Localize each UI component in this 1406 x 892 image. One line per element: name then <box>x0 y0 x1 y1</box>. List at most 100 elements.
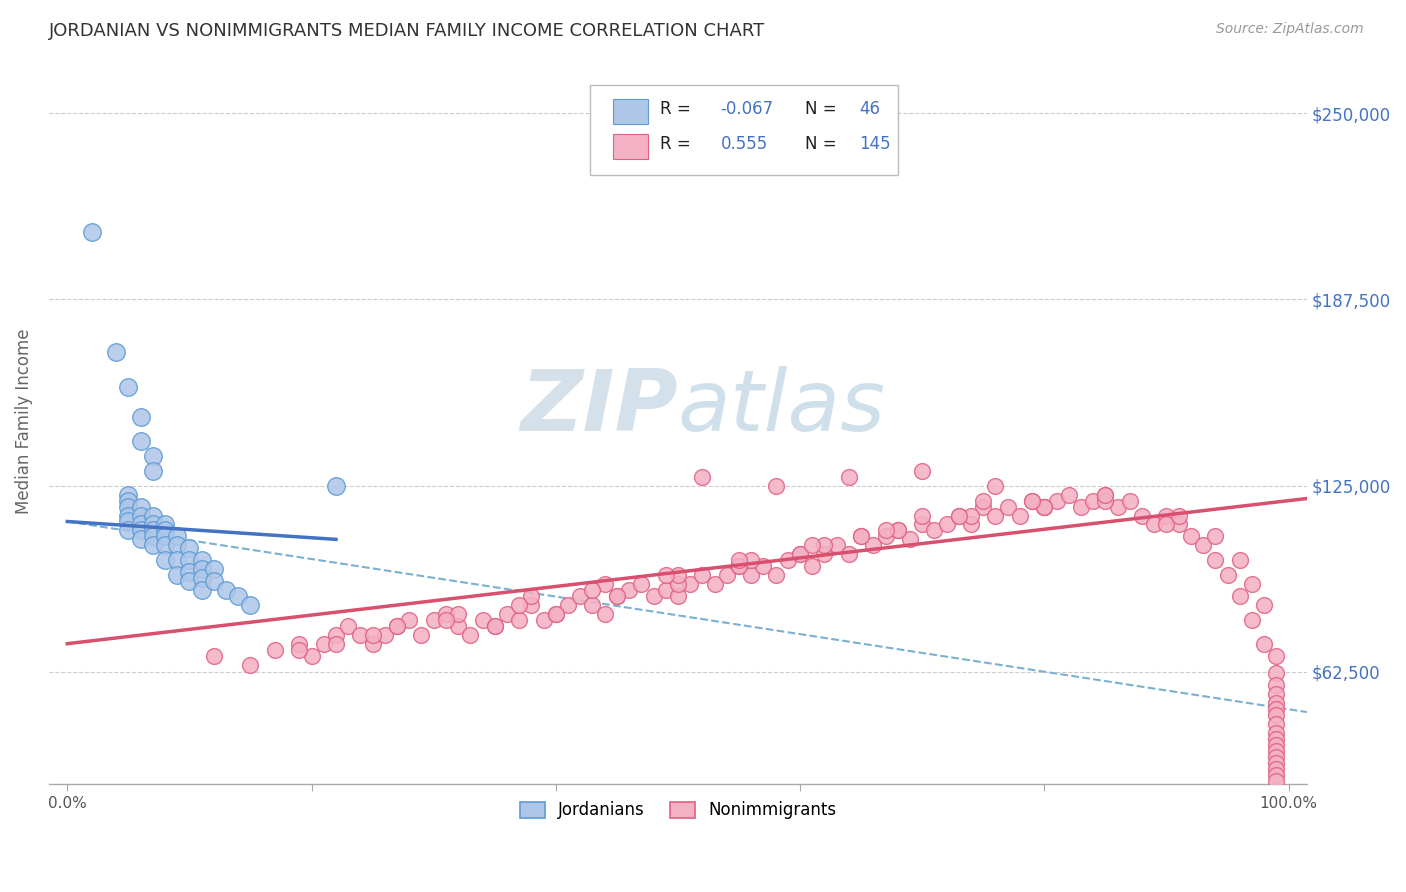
Point <box>948 508 970 523</box>
Point <box>264 642 287 657</box>
Point <box>666 589 689 603</box>
Text: R =: R = <box>661 100 692 119</box>
Point <box>1265 726 1288 740</box>
Point <box>361 628 384 642</box>
Point <box>142 538 165 552</box>
Point <box>1265 756 1288 770</box>
Point <box>984 508 1007 523</box>
Point <box>1119 493 1142 508</box>
Point <box>484 619 506 633</box>
Point <box>312 637 335 651</box>
Point <box>813 538 835 552</box>
Point <box>129 524 152 538</box>
Point <box>325 628 347 642</box>
Point <box>960 508 983 523</box>
Point <box>398 613 420 627</box>
Point <box>1265 717 1288 731</box>
Point <box>984 479 1007 493</box>
Point <box>496 607 519 621</box>
Point <box>1156 508 1178 523</box>
Point <box>1265 708 1288 723</box>
Point <box>801 559 824 574</box>
Point <box>226 589 249 603</box>
Legend: Jordanians, Nonimmigrants: Jordanians, Nonimmigrants <box>513 795 842 826</box>
Point <box>825 538 848 552</box>
Point <box>911 517 934 532</box>
Point <box>202 648 225 663</box>
Point <box>533 613 555 627</box>
Point <box>190 562 212 576</box>
Point <box>1070 500 1092 514</box>
Text: 0.555: 0.555 <box>721 136 768 153</box>
Point <box>1229 553 1251 567</box>
Point <box>593 607 616 621</box>
Point <box>654 568 676 582</box>
Point <box>520 598 543 612</box>
Point <box>411 628 433 642</box>
Point <box>666 577 689 591</box>
Point <box>179 565 201 579</box>
Point <box>325 479 347 493</box>
Point <box>1265 732 1288 747</box>
Point <box>166 529 188 543</box>
Point <box>179 574 201 588</box>
Text: Source: ZipAtlas.com: Source: ZipAtlas.com <box>1216 22 1364 37</box>
Point <box>911 464 934 478</box>
Point <box>692 470 714 484</box>
Point <box>1130 508 1153 523</box>
Point <box>142 517 165 532</box>
Point <box>1265 738 1288 752</box>
Point <box>643 589 665 603</box>
Point <box>153 517 176 532</box>
Text: R =: R = <box>661 136 692 153</box>
Point <box>1107 500 1129 514</box>
Point <box>447 619 470 633</box>
Point <box>924 524 946 538</box>
Point <box>337 619 360 633</box>
Point <box>434 613 457 627</box>
Point <box>875 529 897 543</box>
Text: 46: 46 <box>859 100 880 119</box>
Point <box>288 637 311 651</box>
Point <box>557 598 579 612</box>
Point <box>142 464 165 478</box>
Point <box>997 500 1019 514</box>
Point <box>1180 529 1202 543</box>
Text: -0.067: -0.067 <box>721 100 773 119</box>
Point <box>606 589 628 603</box>
Point <box>129 508 152 523</box>
Point <box>630 577 652 591</box>
Point <box>581 598 603 612</box>
Point <box>520 589 543 603</box>
Point <box>80 226 103 240</box>
Point <box>117 500 139 514</box>
Point <box>484 619 506 633</box>
Point <box>935 517 957 532</box>
Point <box>606 589 628 603</box>
Text: atlas: atlas <box>678 366 886 449</box>
Point <box>434 607 457 621</box>
Point <box>1229 589 1251 603</box>
Point <box>142 508 165 523</box>
Point <box>215 582 238 597</box>
Point <box>1265 687 1288 701</box>
Point <box>129 410 152 425</box>
FancyBboxPatch shape <box>613 134 648 159</box>
Point <box>153 529 176 543</box>
Point <box>862 538 884 552</box>
Point <box>374 628 396 642</box>
Point <box>740 553 762 567</box>
Point <box>349 628 371 642</box>
Point <box>190 582 212 597</box>
Point <box>544 607 567 621</box>
Point <box>179 553 201 567</box>
Point <box>1216 568 1239 582</box>
Point <box>789 547 811 561</box>
Point <box>1192 538 1215 552</box>
Y-axis label: Median Family Income: Median Family Income <box>15 329 32 515</box>
Point <box>765 568 787 582</box>
Point <box>654 582 676 597</box>
Point <box>887 524 910 538</box>
Point <box>716 568 738 582</box>
Point <box>239 657 262 672</box>
